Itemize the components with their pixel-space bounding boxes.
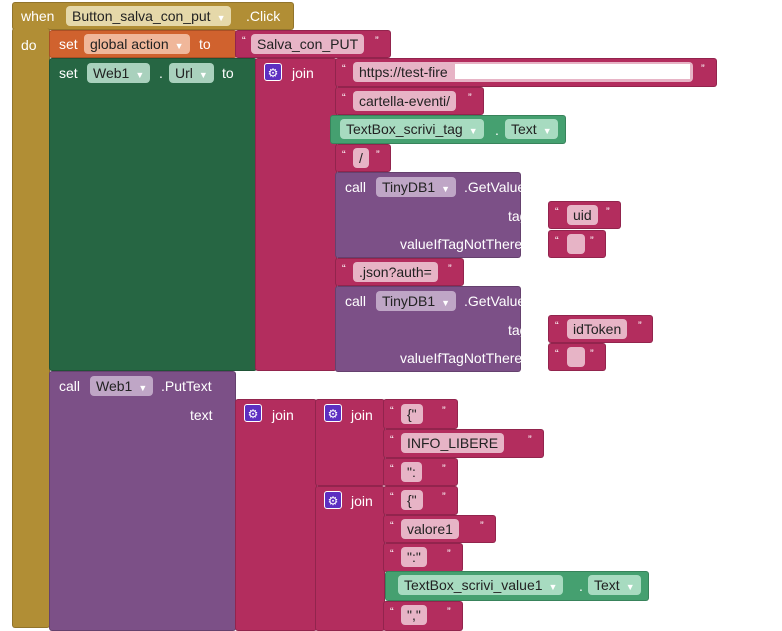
text-label: text xyxy=(190,407,213,423)
chevron-down-icon: ▼ xyxy=(542,126,552,136)
chevron-down-icon: ▼ xyxy=(468,126,478,136)
property-dropdown[interactable]: Text ▼ xyxy=(505,119,558,139)
method-label: .GetValue xyxy=(464,293,526,309)
call-label: call xyxy=(345,293,367,309)
text-field[interactable]: idToken xyxy=(567,319,628,339)
text-field[interactable]: ": xyxy=(401,462,422,482)
property-dropdown[interactable]: Url ▼ xyxy=(169,63,214,83)
dot-label: . xyxy=(495,122,499,138)
gear-icon[interactable]: ⚙ xyxy=(324,491,342,509)
set-web1-url-block[interactable] xyxy=(49,58,257,371)
redacted-area xyxy=(455,64,690,79)
text-field[interactable]: INFO_LIBERE xyxy=(401,433,505,453)
global-variable-dropdown[interactable]: global action ▼ xyxy=(84,34,190,54)
text-field[interactable]: {" xyxy=(401,490,423,510)
text-field[interactable] xyxy=(567,234,585,254)
text-field[interactable] xyxy=(567,347,585,367)
chevron-down-icon: ▼ xyxy=(625,582,635,592)
property-dropdown[interactable]: Text ▼ xyxy=(588,575,641,595)
chevron-down-icon: ▼ xyxy=(135,70,145,80)
set-label: set xyxy=(59,36,78,52)
tag-label: tag xyxy=(508,322,528,338)
event-do-bar xyxy=(12,28,50,628)
chevron-down-icon: ▼ xyxy=(548,582,558,592)
set-label: set xyxy=(59,65,78,81)
method-label: .GetValue xyxy=(464,179,526,195)
gear-icon[interactable]: ⚙ xyxy=(324,404,342,422)
text-field[interactable]: cartella-eventi/ xyxy=(353,91,457,111)
gear-icon[interactable]: ⚙ xyxy=(264,63,282,81)
component-dropdown[interactable]: TinyDB1 ▼ xyxy=(376,177,457,197)
method-label: .PutText xyxy=(161,378,212,394)
join-block[interactable] xyxy=(235,399,317,631)
text-field[interactable]: .json?auth= xyxy=(353,262,438,282)
join-block[interactable] xyxy=(315,486,385,631)
dot-label: . xyxy=(159,65,163,81)
component-dropdown[interactable]: Web1 ▼ xyxy=(87,63,151,83)
chevron-down-icon: ▼ xyxy=(216,13,226,23)
default-label: valueIfTagNotThere xyxy=(400,236,523,252)
join-label: join xyxy=(292,65,314,81)
text-field[interactable]: {" xyxy=(401,404,423,424)
join-block[interactable] xyxy=(255,58,337,371)
text-field[interactable]: / xyxy=(353,148,369,168)
to-label: to xyxy=(199,36,211,52)
event-component-dropdown[interactable]: Button_salva_con_put ▼ xyxy=(66,6,232,26)
to-label: to xyxy=(222,65,234,81)
chevron-down-icon: ▼ xyxy=(174,41,184,51)
dot-label: . xyxy=(579,578,583,594)
chevron-down-icon: ▼ xyxy=(441,184,451,194)
text-field[interactable]: ":" xyxy=(401,547,427,567)
web1-puttext-block[interactable] xyxy=(49,371,236,631)
chevron-down-icon: ▼ xyxy=(441,298,451,308)
when-label: when xyxy=(21,8,55,24)
event-name: .Click xyxy=(246,8,281,24)
do-label: do xyxy=(21,37,37,53)
text-field[interactable]: "," xyxy=(401,605,427,625)
chevron-down-icon: ▼ xyxy=(198,70,208,80)
component-dropdown[interactable]: Web1 ▼ xyxy=(90,376,154,396)
text-field[interactable]: uid xyxy=(567,205,598,225)
join-label: join xyxy=(351,407,373,423)
join-label: join xyxy=(272,407,294,423)
component-dropdown[interactable]: TextBox_scrivi_value1 ▼ xyxy=(398,575,564,595)
chevron-down-icon: ▼ xyxy=(138,383,148,393)
join-label: join xyxy=(351,493,373,509)
text-field[interactable]: valore1 xyxy=(401,519,459,539)
component-dropdown[interactable]: TinyDB1 ▼ xyxy=(376,291,457,311)
component-dropdown[interactable]: TextBox_scrivi_tag ▼ xyxy=(340,119,484,139)
text-field[interactable]: Salva_con_PUT xyxy=(251,34,365,54)
tag-label: tag xyxy=(508,208,528,224)
call-label: call xyxy=(345,179,367,195)
default-label: valueIfTagNotThere xyxy=(400,350,523,366)
gear-icon[interactable]: ⚙ xyxy=(244,404,262,422)
call-label: call xyxy=(59,378,81,394)
